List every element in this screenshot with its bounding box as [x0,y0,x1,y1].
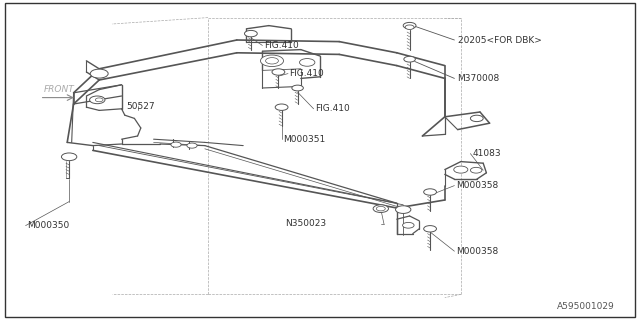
Circle shape [373,205,388,212]
Circle shape [470,115,483,122]
Circle shape [260,55,284,67]
Text: N350023: N350023 [285,220,326,228]
Text: FIG.410: FIG.410 [315,104,349,113]
Circle shape [424,226,436,232]
Text: A595001029: A595001029 [557,302,614,311]
Circle shape [266,58,278,64]
Circle shape [403,222,414,228]
Text: 50527: 50527 [127,102,156,111]
Circle shape [244,30,257,37]
Circle shape [300,59,315,66]
Circle shape [424,189,436,195]
Circle shape [187,143,197,148]
Text: M370008: M370008 [458,74,500,83]
Text: 41083: 41083 [472,149,501,158]
Circle shape [405,25,414,29]
Text: FIG.410: FIG.410 [264,41,298,50]
Circle shape [454,166,468,173]
Text: M000358: M000358 [456,181,498,190]
Text: M000358: M000358 [456,247,498,256]
Circle shape [171,142,181,147]
Circle shape [396,206,411,213]
Circle shape [470,167,482,173]
Circle shape [376,206,385,211]
Text: FIG.410: FIG.410 [289,69,324,78]
Circle shape [403,22,416,29]
Circle shape [275,104,288,110]
Text: M000350: M000350 [27,221,69,230]
Circle shape [272,69,285,75]
Circle shape [90,96,105,104]
Text: FRONT: FRONT [44,85,74,94]
Text: 20205<FOR DBK>: 20205<FOR DBK> [458,36,541,44]
Circle shape [95,98,103,102]
Circle shape [61,153,77,161]
Circle shape [90,69,108,78]
Circle shape [292,85,303,91]
Circle shape [404,56,415,62]
Text: M000351: M000351 [283,135,325,144]
